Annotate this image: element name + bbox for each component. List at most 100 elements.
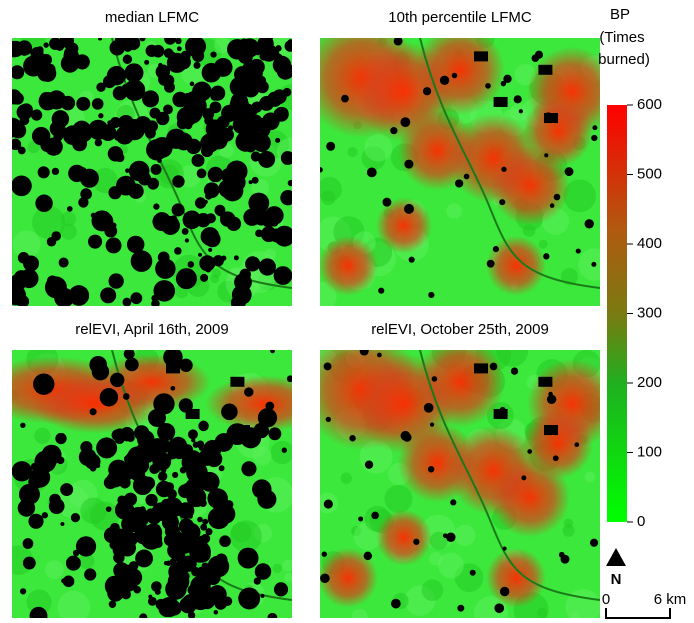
no-data-patch xyxy=(219,535,231,548)
no-data-patch xyxy=(431,376,438,382)
no-data-patch xyxy=(287,179,292,187)
terrain-texture xyxy=(421,579,444,602)
no-data-patch xyxy=(259,231,264,236)
no-data-patch xyxy=(272,55,292,75)
no-data-patch xyxy=(544,153,549,158)
no-data-patch xyxy=(94,138,103,147)
no-data-patch xyxy=(70,513,81,523)
no-data-patch xyxy=(194,197,207,209)
no-data-patch xyxy=(128,506,150,529)
no-data-patch xyxy=(275,137,281,143)
no-data-patch xyxy=(248,192,270,214)
no-data-patch xyxy=(46,275,59,287)
no-data-patch xyxy=(221,403,238,421)
no-data-patch xyxy=(12,285,26,306)
no-data-patch xyxy=(584,219,594,229)
no-data-patch xyxy=(184,602,196,614)
no-data-patch xyxy=(232,116,251,135)
no-data-patch xyxy=(429,422,435,427)
no-data-patch xyxy=(499,586,510,597)
terrain-texture xyxy=(578,248,600,281)
no-data-patch xyxy=(159,224,166,230)
no-data-patch xyxy=(205,119,226,139)
no-data-patch xyxy=(166,128,187,149)
field-block xyxy=(544,425,558,436)
no-data-patch xyxy=(589,538,599,547)
terrain-texture xyxy=(34,427,51,444)
no-data-patch xyxy=(84,453,101,470)
no-data-patch xyxy=(364,460,374,469)
no-data-patch xyxy=(181,227,189,235)
no-data-patch xyxy=(157,423,176,442)
no-data-patch xyxy=(213,141,221,150)
no-data-patch xyxy=(207,166,224,183)
no-data-patch xyxy=(564,167,574,177)
no-data-patch xyxy=(282,87,292,97)
terrain-texture xyxy=(584,471,596,483)
no-data-patch xyxy=(180,50,191,62)
no-data-patch xyxy=(139,445,156,462)
no-data-patch xyxy=(191,567,201,577)
no-data-patch xyxy=(189,81,195,87)
no-data-patch xyxy=(197,516,203,523)
no-data-patch xyxy=(34,450,57,473)
no-data-patch xyxy=(500,80,507,87)
scale-label: 6 km xyxy=(654,591,687,608)
no-data-patch xyxy=(176,206,181,211)
field-block xyxy=(538,64,553,75)
panel-title: relEVI, October 25th, 2009 xyxy=(371,321,549,338)
terrain-texture xyxy=(565,589,600,618)
no-data-patch xyxy=(198,446,204,451)
no-data-patch xyxy=(76,96,91,111)
no-data-patch xyxy=(122,297,132,306)
no-data-patch xyxy=(100,287,117,304)
no-data-patch xyxy=(158,117,166,125)
burn-hotspot xyxy=(376,509,432,566)
no-data-patch xyxy=(178,529,196,547)
no-data-patch xyxy=(463,173,470,180)
no-data-patch xyxy=(18,483,40,505)
no-data-patch xyxy=(201,562,209,570)
no-data-patch xyxy=(446,532,456,542)
no-data-patch xyxy=(142,90,160,108)
no-data-patch xyxy=(323,499,333,509)
no-data-patch xyxy=(221,255,227,261)
no-data-patch xyxy=(56,456,65,465)
no-data-patch xyxy=(575,248,581,254)
terrain-texture xyxy=(538,239,548,249)
no-data-patch xyxy=(213,609,219,615)
no-data-patch xyxy=(157,158,162,163)
no-data-patch xyxy=(40,138,54,152)
no-data-patch xyxy=(155,64,171,80)
terrain-texture xyxy=(340,472,352,484)
no-data-patch xyxy=(130,250,153,272)
no-data-patch xyxy=(191,49,205,63)
field-block xyxy=(230,376,245,387)
no-data-patch xyxy=(591,261,597,267)
no-data-patch xyxy=(320,167,323,173)
no-data-patch xyxy=(245,256,261,272)
no-data-patch xyxy=(439,75,450,85)
no-data-patch xyxy=(358,516,364,522)
terrain-texture xyxy=(92,167,118,194)
no-data-patch xyxy=(253,577,261,585)
no-data-patch xyxy=(492,246,499,253)
no-data-patch xyxy=(108,186,122,200)
no-data-patch xyxy=(61,578,66,584)
no-data-patch xyxy=(12,175,32,197)
no-data-patch xyxy=(28,513,44,529)
no-data-patch xyxy=(38,91,57,111)
no-data-patch xyxy=(164,482,175,492)
no-data-patch xyxy=(503,74,512,84)
no-data-patch xyxy=(543,253,550,260)
no-data-patch xyxy=(187,429,198,440)
no-data-patch xyxy=(20,422,26,428)
no-data-patch xyxy=(124,357,139,372)
no-data-patch xyxy=(400,117,411,128)
no-data-patch xyxy=(205,213,216,224)
no-data-patch xyxy=(280,151,292,165)
no-data-patch xyxy=(428,291,435,299)
no-data-patch xyxy=(167,448,178,460)
no-data-patch xyxy=(51,231,62,241)
no-data-patch xyxy=(185,138,202,155)
